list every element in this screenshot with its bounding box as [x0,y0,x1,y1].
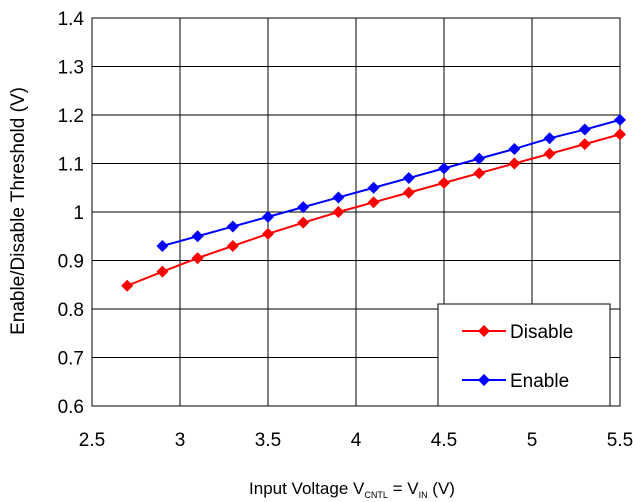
data-point-enable [156,239,169,252]
data-point-disable [543,147,556,160]
data-point-disable [402,186,415,199]
x-axis-label-middle: = V [388,479,419,498]
y-axis-label: Enable/Disable Threshold (V) [8,87,29,335]
y-tick-label: 1.3 [58,58,84,79]
x-axis-label-sub-cntl: CNTL [364,490,388,500]
data-point-disable [262,227,274,240]
data-point-enable [262,210,274,223]
y-tick-label: 1.2 [58,106,84,127]
data-point-enable [332,191,345,204]
data-point-enable [578,123,591,136]
data-point-enable [367,181,380,194]
data-point-enable [402,172,415,185]
y-tick-label: 1.1 [58,155,84,176]
x-axis-ticks: 2.5 3 3.5 4 4.5 5 5.5 [79,430,633,451]
data-point-enable [473,152,486,165]
data-point-disable [121,279,134,292]
data-point-enable [226,220,239,233]
data-point-disable [614,128,626,141]
legend-enable-marker [478,374,490,386]
legend: Disable Enable [437,303,611,407]
data-point-disable [191,252,204,265]
data-point-disable [226,239,239,252]
data-point-enable [191,230,204,243]
y-tick-label: 0.7 [58,349,84,370]
data-point-enable [508,142,521,155]
x-tick-label: 5.5 [607,430,633,451]
data-point-disable [297,216,310,229]
x-axis-label-suffix: (V) [428,479,455,498]
plot-area-border [91,17,621,407]
data-point-disable [156,265,169,278]
x-axis-label-sub-in: IN [419,490,428,500]
x-tick-label: 3.5 [255,430,281,451]
data-point-enable [543,132,556,145]
y-tick-label: 0.8 [58,300,84,321]
y-tick-label: 1.4 [58,9,85,30]
data-point-enable [614,113,626,126]
legend-disable-label: Disable [510,322,573,343]
y-tick-label: 1 [73,203,84,224]
y-tick-label: 0.9 [58,252,84,273]
series-line-enable [162,118,621,247]
data-point-disable [508,157,521,170]
x-axis-label-prefix: Input Voltage V [249,479,365,498]
data-point-disable [367,196,380,209]
legend-disable-marker [478,325,490,337]
x-tick-label: 3 [175,430,186,451]
data-point-disable [332,206,345,218]
data-point-enable [438,162,450,175]
data-point-enable [297,201,310,214]
legend-box [437,303,611,407]
x-tick-label: 4 [351,430,362,451]
x-tick-label: 5 [527,430,538,451]
x-tick-label: 4.5 [431,430,457,451]
y-tick-label: 0.6 [58,397,84,418]
data-point-disable [473,167,486,180]
x-tick-label: 2.5 [79,430,105,451]
legend-enable-label: Enable [510,371,569,392]
data-point-disable [578,138,591,151]
y-axis-ticks: 0.6 0.7 0.8 0.9 1 1.1 1.2 1.3 1.4 [58,9,85,418]
data-point-disable [438,176,450,189]
x-axis-label: Input Voltage VCNTL = VIN (V) [249,479,455,500]
series-layer [121,113,626,292]
